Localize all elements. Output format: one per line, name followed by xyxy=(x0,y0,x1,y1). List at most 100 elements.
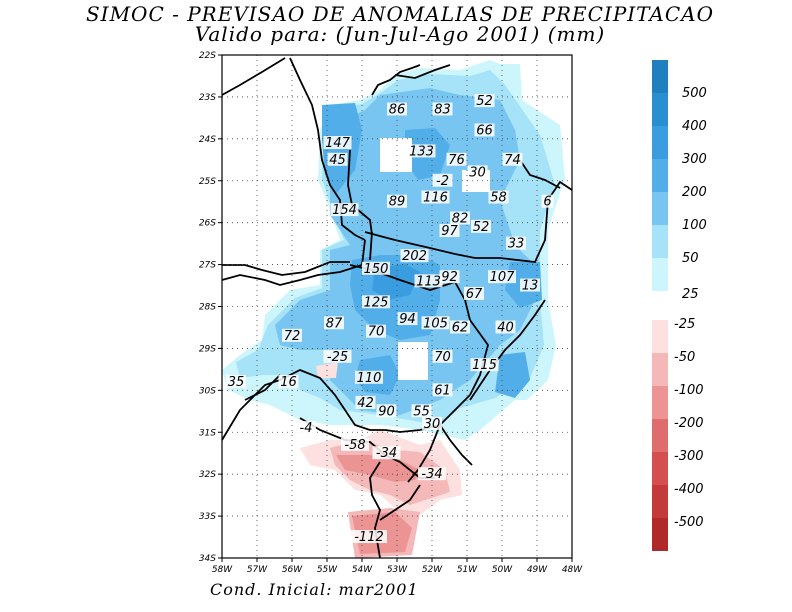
lon-tick-label: 50W xyxy=(492,565,513,575)
map-subtitle: Valido para: (Jun-Jul-Ago 2001) (mm) xyxy=(194,22,606,46)
value-label: 30 xyxy=(469,165,486,180)
value-label-bg xyxy=(226,374,246,388)
border-line-8 xyxy=(394,64,451,79)
value-label-bg xyxy=(362,261,390,275)
border-line-13 xyxy=(221,369,385,441)
border-line-11 xyxy=(519,159,561,189)
value-label: 115 xyxy=(472,358,497,373)
value-label-bg xyxy=(323,136,352,150)
value-label-bg xyxy=(341,437,369,451)
lat-tick-label: 28S xyxy=(199,303,216,313)
colorbar-swatch-negative xyxy=(652,320,668,353)
value-label-bg xyxy=(407,144,436,158)
value-label-bg xyxy=(400,249,429,263)
lon-tick-label: 48W xyxy=(562,565,583,575)
value-label: -4 xyxy=(300,421,313,436)
value-label: 62 xyxy=(452,320,469,335)
value-label: 154 xyxy=(332,203,357,218)
value-label-bg xyxy=(495,320,516,334)
colorbar-label: 50 xyxy=(682,251,699,266)
lat-tick-label: 24S xyxy=(199,135,216,145)
colorbar-swatch-positive xyxy=(652,159,668,192)
lon-tick-label: 49W xyxy=(527,565,548,575)
colorbar-swatch-positive xyxy=(652,60,668,93)
value-label: -25 xyxy=(327,350,348,365)
value-label-bg xyxy=(376,404,397,418)
value-label: 70 xyxy=(368,325,385,340)
colorbar: 500 400 300 200 100 50 25 -25 -50 -100 -200 -300 -40… xyxy=(652,60,707,551)
colorbar-label: -200 xyxy=(674,416,704,431)
value-label-bg xyxy=(506,236,526,250)
border-line-4 xyxy=(364,231,476,259)
value-label-bg xyxy=(387,194,407,208)
value-label: -34 xyxy=(421,467,442,482)
value-label: 133 xyxy=(409,144,434,159)
colorbar-label: 500 xyxy=(682,86,707,101)
value-label: 16 xyxy=(280,375,297,390)
value-label: 89 xyxy=(389,195,406,210)
border-line-7 xyxy=(371,64,421,96)
lon-tick-label: 56W xyxy=(282,565,303,575)
border-line-10 xyxy=(475,180,573,263)
anomaly-shading xyxy=(222,60,565,558)
value-label: 30 xyxy=(424,417,441,432)
value-label-bg xyxy=(411,404,432,418)
value-label-bg xyxy=(502,152,523,166)
border-line-0 xyxy=(221,57,286,96)
colorbar-label: 200 xyxy=(682,185,707,200)
lat-tick-label: 33S xyxy=(199,512,216,522)
value-label-bg xyxy=(520,278,540,292)
border-line-5 xyxy=(369,231,373,261)
value-label-bg xyxy=(446,152,467,166)
value-label-bg xyxy=(474,94,495,108)
value-label-bg xyxy=(366,324,386,338)
colorbar-swatch-negative xyxy=(652,419,668,452)
border-line-12 xyxy=(407,394,471,483)
colorbar-label: -300 xyxy=(674,449,704,464)
value-label-bg xyxy=(362,295,390,309)
colorbar-swatch-negative xyxy=(652,452,668,485)
colorbar-label: 25 xyxy=(682,287,699,302)
colorbar-swatch-positive xyxy=(652,258,668,291)
lat-tick-label: 26S xyxy=(199,219,216,229)
lat-tick-label: 25S xyxy=(199,177,216,187)
lat-tick-label: 31S xyxy=(199,428,216,438)
value-label-bg xyxy=(488,190,509,204)
value-label: 45 xyxy=(329,153,346,168)
value-label: 66 xyxy=(476,123,493,138)
value-label-bg xyxy=(414,274,443,288)
value-label-bg xyxy=(282,328,302,342)
value-label-bg xyxy=(324,316,344,330)
anomaly-region-8 xyxy=(495,352,530,398)
no-anomaly-patch-1 xyxy=(398,342,428,380)
value-label: 150 xyxy=(364,262,389,277)
value-label-bg xyxy=(432,173,453,187)
value-label-bg xyxy=(450,320,470,334)
value-label: 202 xyxy=(402,249,427,264)
value-label: 94 xyxy=(399,312,416,327)
value-label-bg xyxy=(418,467,446,481)
colorbar-label: 100 xyxy=(682,218,707,233)
value-label: 55 xyxy=(413,404,430,419)
border-line-20 xyxy=(379,484,421,521)
value-label: -2 xyxy=(436,174,449,189)
colorbar-label: -25 xyxy=(674,317,695,332)
value-label: 87 xyxy=(326,316,343,331)
value-label: -58 xyxy=(344,438,365,453)
lat-tick-label: 29S xyxy=(199,344,216,354)
colorbar-swatch-negative xyxy=(652,353,668,386)
value-label: 72 xyxy=(284,329,301,344)
lat-tick-label: 30S xyxy=(199,386,216,396)
lat-tick-label: 27S xyxy=(199,261,216,271)
value-label-bg xyxy=(372,446,401,460)
value-label-bg xyxy=(432,383,453,397)
value-label: 107 xyxy=(490,270,516,285)
value-label: -34 xyxy=(376,446,397,461)
value-label: 74 xyxy=(504,153,521,168)
lon-tick-label: 58W xyxy=(212,565,233,575)
value-label: 116 xyxy=(423,191,448,206)
value-label-bg xyxy=(474,123,495,137)
value-label: 90 xyxy=(378,404,395,419)
value-label: 92 xyxy=(441,270,458,285)
